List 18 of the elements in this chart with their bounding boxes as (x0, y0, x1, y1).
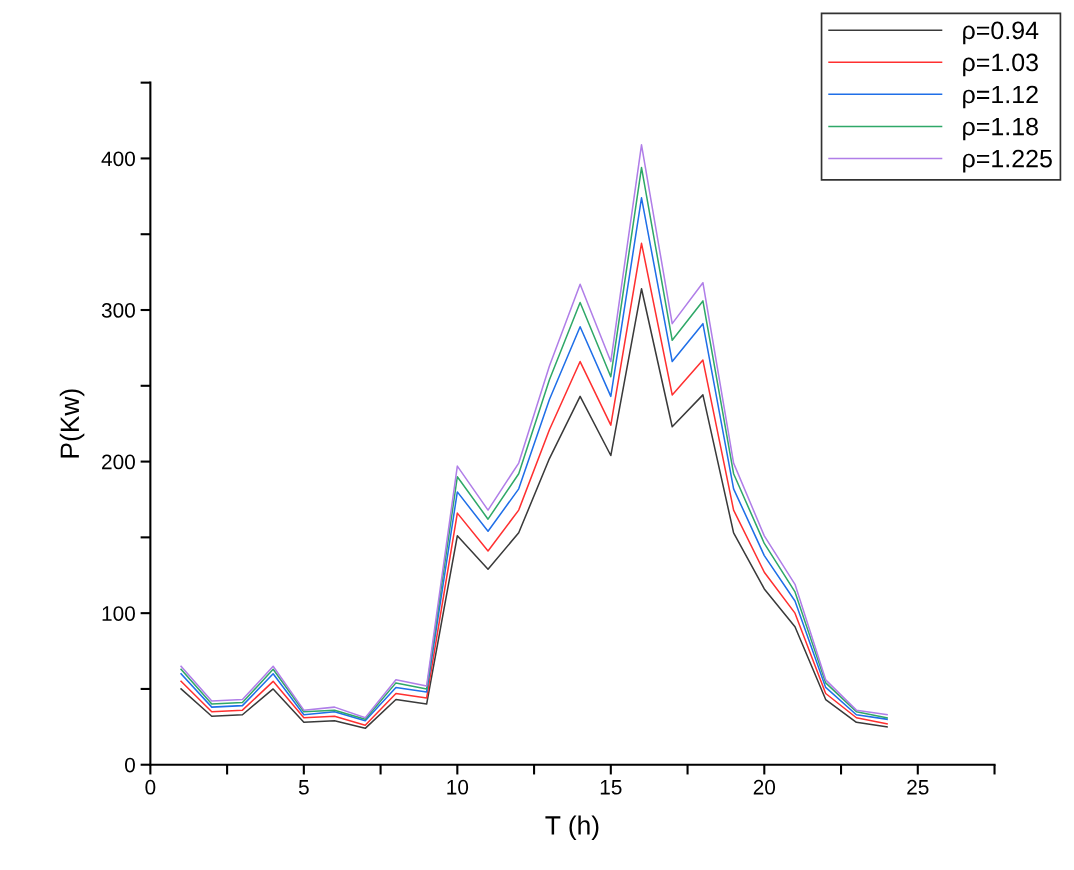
legend-label: ρ=1.12 (963, 85, 1038, 109)
legend-label: ρ=1.225 (963, 149, 1052, 173)
x-axis-title: T (h) (545, 815, 599, 840)
x-tick-label: 15 (600, 780, 622, 795)
y-tick-label: 300 (101, 303, 135, 318)
x-tick-label: 20 (753, 779, 776, 795)
x-tick-label: 25 (907, 779, 929, 795)
y-axis-title: P(Kw) (59, 389, 85, 458)
legend-label: ρ=0.94 (963, 21, 1039, 45)
legend-label: ρ=1.18 (963, 117, 1038, 141)
y-tick-label: 200 (102, 454, 135, 470)
y-tick-label: 400 (101, 151, 135, 167)
y-tick-label: 100 (102, 606, 135, 621)
x-tick-label: 0 (145, 779, 156, 795)
y-tick-label: 0 (125, 757, 135, 773)
legend-label: ρ=1.03 (963, 53, 1038, 77)
x-tick-label: 10 (447, 779, 469, 795)
x-tick-label: 5 (298, 780, 309, 795)
